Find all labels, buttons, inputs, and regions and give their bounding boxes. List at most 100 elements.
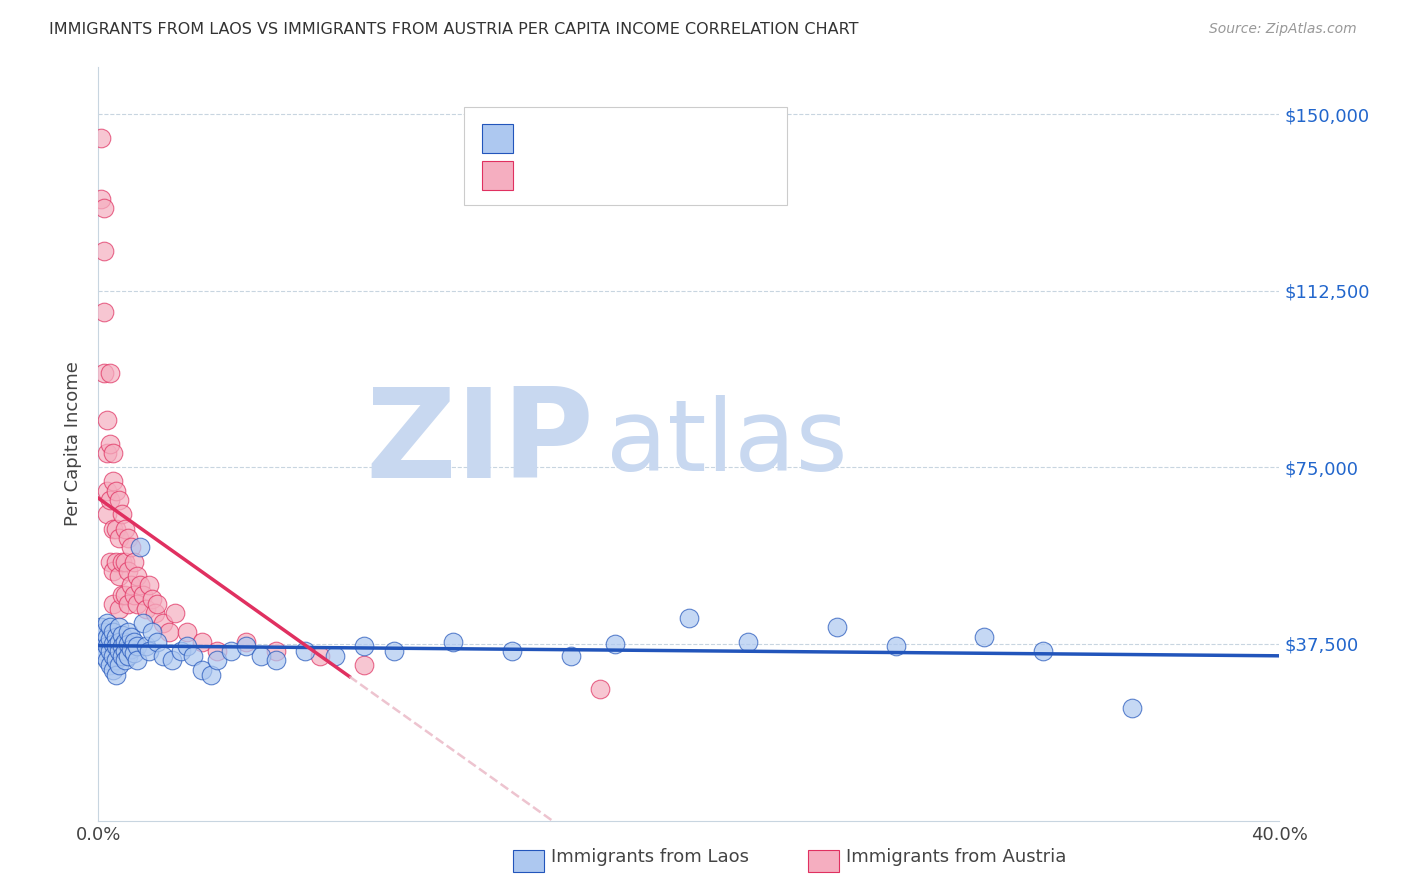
Point [108, 658, 131, 673]
Point [96, 615, 118, 630]
Point [138, 644, 160, 658]
Point [108, 634, 131, 648]
Point [825, 620, 848, 634]
Point [111, 555, 134, 569]
Point [170, 644, 193, 658]
Text: -0.231: -0.231 [553, 167, 617, 185]
Point [98, 632, 121, 647]
Point [96, 508, 118, 522]
Point [93, 201, 115, 215]
Text: N =: N = [609, 129, 661, 147]
Point [98, 366, 121, 380]
Point [108, 568, 131, 582]
Point [138, 578, 160, 592]
Point [108, 620, 131, 634]
Point [103, 522, 125, 536]
Text: Immigrants from Laos: Immigrants from Laos [551, 848, 749, 866]
Point [90, 192, 112, 206]
Point [93, 648, 115, 663]
Point [117, 531, 139, 545]
Point [98, 644, 121, 658]
Text: 73: 73 [651, 129, 676, 147]
Point [103, 475, 125, 489]
Point [1032, 644, 1054, 658]
Point [501, 644, 523, 658]
Point [294, 644, 316, 658]
Point [111, 508, 134, 522]
Point [93, 366, 115, 380]
Point [103, 625, 125, 640]
Point [117, 597, 139, 611]
Point [264, 653, 287, 667]
Point [221, 644, 243, 658]
Point [132, 587, 155, 601]
Point [103, 446, 125, 460]
Point [108, 601, 131, 615]
Point [181, 648, 204, 663]
Point [96, 653, 118, 667]
Point [135, 640, 157, 654]
Point [114, 587, 136, 601]
Point [111, 648, 134, 663]
Point [132, 615, 155, 630]
Point [353, 658, 375, 673]
Point [117, 625, 139, 640]
Point [165, 607, 187, 621]
Point [125, 568, 148, 582]
Point [105, 483, 128, 498]
Text: Immigrants from Austria: Immigrants from Austria [846, 848, 1067, 866]
Point [117, 648, 139, 663]
Point [323, 648, 346, 663]
Point [114, 653, 136, 667]
Point [111, 640, 134, 654]
Point [141, 592, 163, 607]
Point [93, 644, 115, 658]
Point [111, 587, 134, 601]
Text: N =: N = [616, 167, 668, 185]
Point [120, 578, 142, 592]
Point [98, 555, 121, 569]
Point [105, 522, 128, 536]
Point [96, 446, 118, 460]
Point [235, 640, 257, 654]
Point [90, 620, 112, 634]
Point [176, 640, 198, 654]
Point [125, 653, 148, 667]
Point [162, 653, 183, 667]
Point [103, 648, 125, 663]
Text: atlas: atlas [606, 395, 848, 492]
Point [108, 493, 131, 508]
Point [141, 625, 163, 640]
Point [114, 634, 136, 648]
Point [128, 578, 150, 592]
Point [1121, 700, 1143, 714]
Point [90, 130, 112, 145]
Point [114, 522, 136, 536]
Point [120, 541, 142, 555]
Point [264, 644, 287, 658]
Point [309, 648, 332, 663]
Point [117, 564, 139, 578]
Point [205, 644, 228, 658]
Point [678, 611, 700, 625]
Text: IMMIGRANTS FROM LAOS VS IMMIGRANTS FROM AUSTRIA PER CAPITA INCOME CORRELATION CH: IMMIGRANTS FROM LAOS VS IMMIGRANTS FROM … [49, 22, 859, 37]
Point [114, 555, 136, 569]
Point [105, 555, 128, 569]
Text: ZIP: ZIP [366, 384, 595, 504]
Point [135, 601, 157, 615]
Point [96, 413, 118, 427]
Point [103, 637, 125, 651]
Point [105, 667, 128, 681]
Point [176, 625, 198, 640]
Point [120, 630, 142, 644]
Point [605, 637, 627, 651]
Point [560, 648, 582, 663]
Point [128, 541, 150, 555]
Point [103, 597, 125, 611]
Point [122, 647, 145, 661]
Point [125, 640, 148, 654]
Text: R =: R = [522, 129, 561, 147]
Point [152, 648, 174, 663]
Point [122, 587, 145, 601]
Point [146, 634, 169, 648]
